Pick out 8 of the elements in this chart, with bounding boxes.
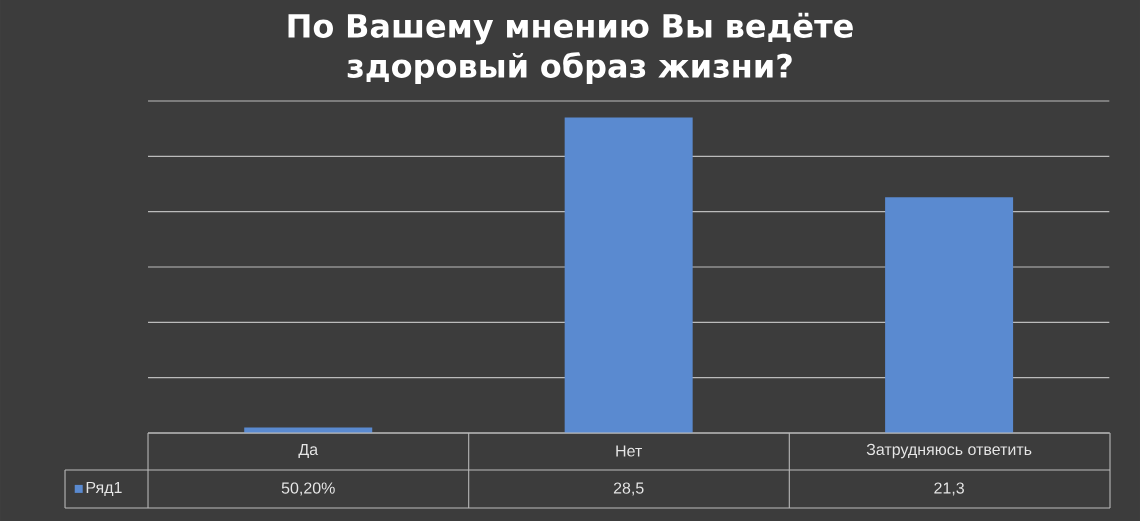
chart-title: По Вашему мнению Вы ведёте здоровый образ жизни?: [288, 12, 853, 85]
data-label: 50,20%: [281, 482, 335, 496]
x-tick-label: Затрудняюсь ответить: [866, 443, 1032, 459]
x-tick-label: Да: [298, 443, 319, 459]
data-label: 21,3: [934, 482, 964, 496]
legend-label: Ряд1: [86, 481, 122, 497]
x-tick-label: Нет: [616, 445, 643, 457]
data-label: 28,5: [613, 482, 644, 496]
